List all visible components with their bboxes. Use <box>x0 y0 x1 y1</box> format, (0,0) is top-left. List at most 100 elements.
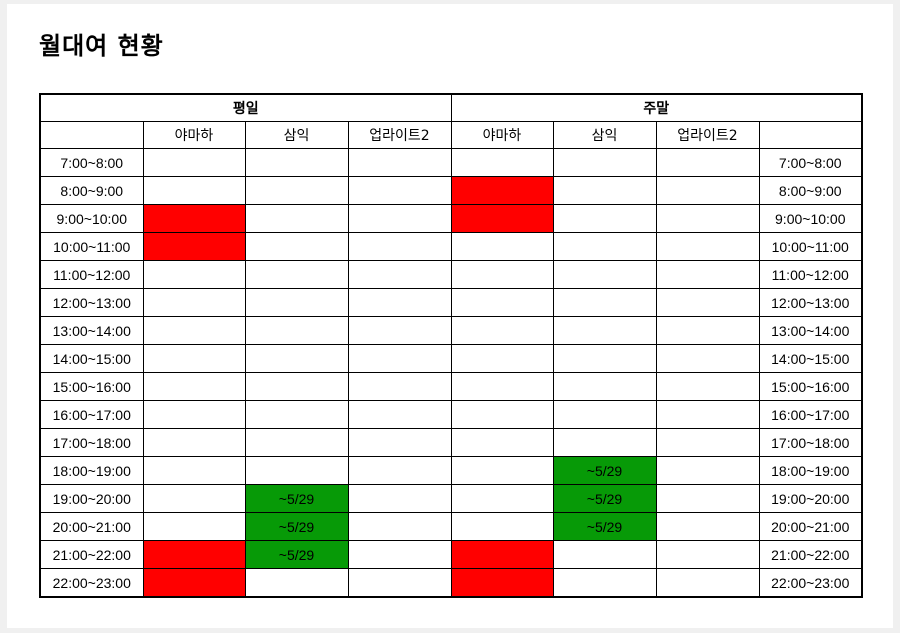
rental-schedule-table: 평일 주말 야마하 삼익 업라이트2 야마하 삼익 업라이트2 7:00~8:0… <box>39 93 863 598</box>
time-slot-label: 18:00~19:00 <box>39 456 144 485</box>
time-slot-label: 16:00~17:00 <box>758 400 863 429</box>
weekday-upright2-empty-cell <box>347 568 452 598</box>
weekday-upright2-empty-cell <box>347 344 452 373</box>
weekday-column-header-upright2: 업라이트2 <box>347 121 452 149</box>
time-slot-label: 13:00~14:00 <box>39 316 144 345</box>
weekday-samick-rented-until-cell: ~5/29 <box>244 540 349 569</box>
time-slot-row: 9:00~10:00 9:00~10:00 <box>39 204 863 233</box>
weekday-yamaha-empty-cell <box>142 400 246 429</box>
time-slot-row: 21:00~22:00 ~5/29 21:00~22:00 <box>39 540 863 569</box>
weekend-column-header-samick: 삼익 <box>552 121 657 149</box>
time-slot-row: 8:00~9:00 8:00~9:00 <box>39 176 863 205</box>
time-column-header-blank <box>39 121 144 149</box>
time-slot-label: 15:00~16:00 <box>39 372 144 401</box>
time-slot-label: 10:00~11:00 <box>758 232 863 261</box>
time-slot-label: 17:00~18:00 <box>758 428 863 457</box>
weekend-samick-empty-cell <box>552 344 657 373</box>
time-slot-label: 9:00~10:00 <box>39 204 144 233</box>
time-slot-row: 20:00~21:00 ~5/29 ~5/29 20:00~21:00 <box>39 512 863 541</box>
weekend-yamaha-empty-cell <box>450 372 554 401</box>
time-slot-row: 14:00~15:00 14:00~15:00 <box>39 344 863 373</box>
weekday-samick-empty-cell <box>244 428 349 457</box>
weekend-samick-empty-cell <box>552 372 657 401</box>
weekday-samick-empty-cell <box>244 372 349 401</box>
weekday-upright2-empty-cell <box>347 428 452 457</box>
weekday-yamaha-booked-cell <box>142 568 246 598</box>
weekday-samick-empty-cell <box>244 288 349 317</box>
weekend-upright2-empty-cell <box>655 232 760 261</box>
weekday-yamaha-empty-cell <box>142 428 246 457</box>
time-slot-label: 20:00~21:00 <box>39 512 144 541</box>
weekday-samick-empty-cell <box>244 400 349 429</box>
weekday-samick-empty-cell <box>244 344 349 373</box>
time-slot-label: 8:00~9:00 <box>39 176 144 205</box>
weekday-column-header-samick: 삼익 <box>244 121 349 149</box>
weekend-column-header-upright2: 업라이트2 <box>655 121 760 149</box>
time-slot-row: 16:00~17:00 16:00~17:00 <box>39 400 863 429</box>
time-slot-label: 7:00~8:00 <box>758 148 863 177</box>
weekday-yamaha-empty-cell <box>142 316 246 345</box>
weekday-samick-empty-cell <box>244 568 349 598</box>
weekend-yamaha-booked-cell <box>450 204 554 233</box>
time-slot-label: 11:00~12:00 <box>39 260 144 289</box>
time-slot-row: 13:00~14:00 13:00~14:00 <box>39 316 863 345</box>
weekday-samick-empty-cell <box>244 260 349 289</box>
weekday-upright2-empty-cell <box>347 400 452 429</box>
weekend-samick-empty-cell <box>552 316 657 345</box>
weekend-samick-empty-cell <box>552 260 657 289</box>
weekend-samick-empty-cell <box>552 176 657 205</box>
weekend-samick-rented-until-cell: ~5/29 <box>552 456 657 485</box>
weekday-upright2-empty-cell <box>347 372 452 401</box>
time-slot-row: 10:00~11:00 10:00~11:00 <box>39 232 863 261</box>
time-slot-label: 11:00~12:00 <box>758 260 863 289</box>
weekend-yamaha-empty-cell <box>450 344 554 373</box>
time-slot-label: 17:00~18:00 <box>39 428 144 457</box>
time-slot-label: 14:00~15:00 <box>758 344 863 373</box>
weekend-samick-empty-cell <box>552 428 657 457</box>
time-slot-label: 22:00~23:00 <box>39 568 144 598</box>
time-slot-label: 18:00~19:00 <box>758 456 863 485</box>
time-slot-row: 7:00~8:00 7:00~8:00 <box>39 148 863 177</box>
weekday-yamaha-empty-cell <box>142 372 246 401</box>
weekend-upright2-empty-cell <box>655 540 760 569</box>
time-slot-label: 20:00~21:00 <box>758 512 863 541</box>
weekend-upright2-empty-cell <box>655 148 760 177</box>
time-slot-row: 12:00~13:00 12:00~13:00 <box>39 288 863 317</box>
weekday-yamaha-empty-cell <box>142 176 246 205</box>
weekend-samick-empty-cell <box>552 148 657 177</box>
weekend-yamaha-empty-cell <box>450 288 554 317</box>
weekday-samick-empty-cell <box>244 176 349 205</box>
weekday-yamaha-empty-cell <box>142 148 246 177</box>
weekend-yamaha-empty-cell <box>450 428 554 457</box>
weekday-samick-rented-until-cell: ~5/29 <box>244 512 349 541</box>
weekday-upright2-empty-cell <box>347 456 452 485</box>
weekend-upright2-empty-cell <box>655 400 760 429</box>
weekend-header: 주말 <box>450 93 863 122</box>
weekend-upright2-empty-cell <box>655 512 760 541</box>
time-slot-row: 11:00~12:00 11:00~12:00 <box>39 260 863 289</box>
weekend-samick-rented-until-cell: ~5/29 <box>552 484 657 513</box>
page-title: 월대여 현황 <box>39 32 164 60</box>
weekday-upright2-empty-cell <box>347 204 452 233</box>
time-slot-label: 8:00~9:00 <box>758 176 863 205</box>
weekend-upright2-empty-cell <box>655 316 760 345</box>
weekend-yamaha-empty-cell <box>450 484 554 513</box>
weekday-upright2-empty-cell <box>347 288 452 317</box>
weekday-yamaha-empty-cell <box>142 456 246 485</box>
weekend-samick-empty-cell <box>552 400 657 429</box>
time-slot-label: 21:00~22:00 <box>39 540 144 569</box>
time-slot-row: 17:00~18:00 17:00~18:00 <box>39 428 863 457</box>
weekend-upright2-empty-cell <box>655 176 760 205</box>
weekend-upright2-empty-cell <box>655 288 760 317</box>
time-column-header-blank <box>758 121 863 149</box>
time-slot-label: 15:00~16:00 <box>758 372 863 401</box>
weekend-upright2-empty-cell <box>655 568 760 598</box>
weekend-upright2-empty-cell <box>655 456 760 485</box>
weekend-yamaha-empty-cell <box>450 400 554 429</box>
weekend-yamaha-booked-cell <box>450 540 554 569</box>
weekday-samick-empty-cell <box>244 204 349 233</box>
time-slot-row: 15:00~16:00 15:00~16:00 <box>39 372 863 401</box>
time-slot-label: 19:00~20:00 <box>39 484 144 513</box>
weekend-yamaha-empty-cell <box>450 316 554 345</box>
weekend-yamaha-booked-cell <box>450 568 554 598</box>
